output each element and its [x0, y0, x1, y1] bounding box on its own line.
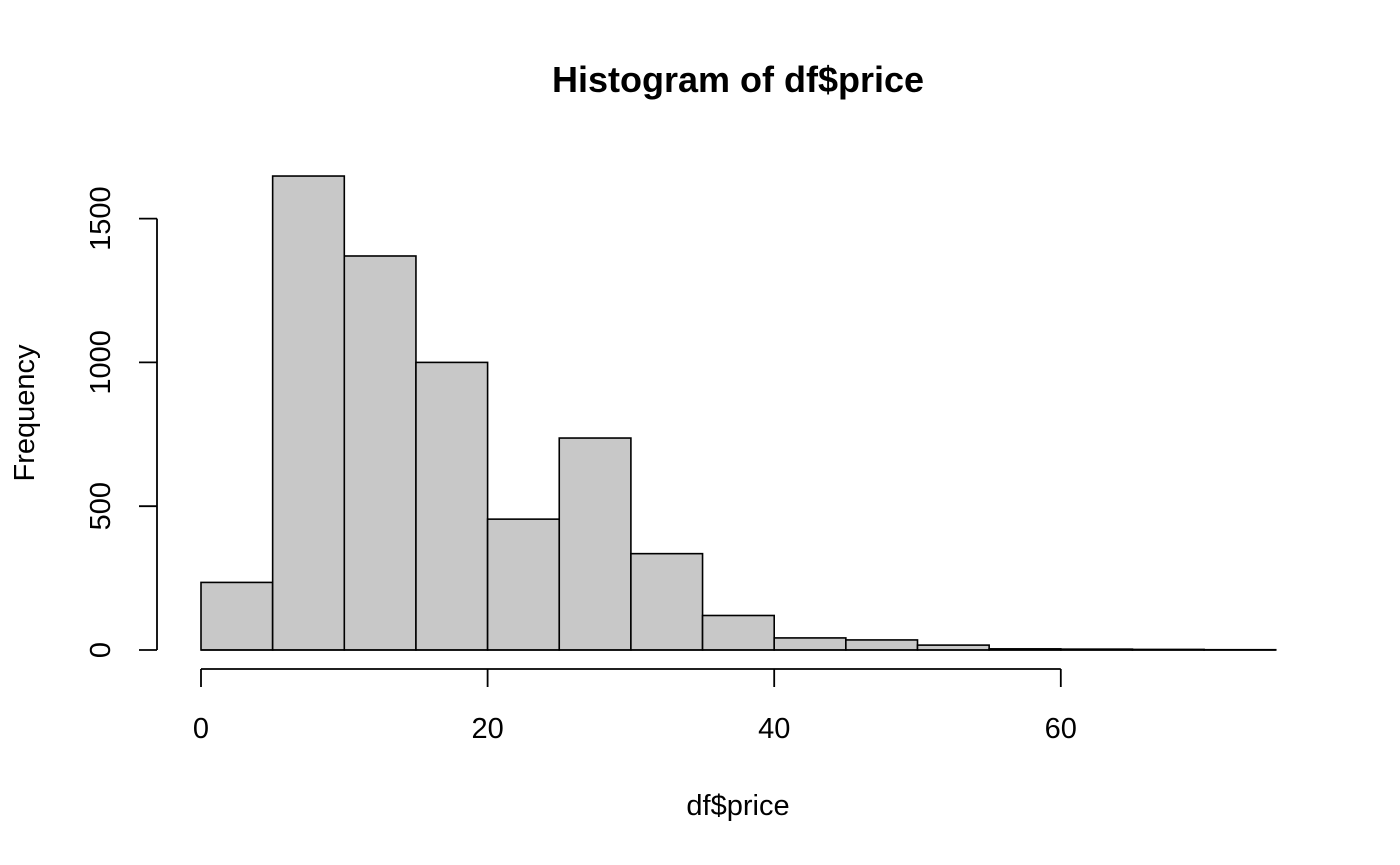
y-axis: 0 500 1000 1500 — [85, 186, 158, 658]
chart-title: Histogram of df$price — [552, 59, 924, 100]
histogram-bar — [200, 581, 274, 651]
y-tick-label: 1000 — [85, 330, 117, 395]
y-tick-label: 500 — [85, 482, 117, 530]
histogram-bar — [415, 361, 489, 651]
x-tick-label: 40 — [758, 713, 790, 745]
y-tick-label: 1500 — [85, 186, 117, 251]
y-tick-label: 0 — [85, 642, 117, 658]
x-tick-label: 60 — [1045, 713, 1077, 745]
histogram-bar — [486, 518, 561, 651]
histogram-bar — [630, 552, 704, 651]
x-axis: 0 20 40 60 — [193, 668, 1077, 745]
x-axis-label: df$price — [686, 790, 789, 822]
x-tick-label: 0 — [193, 713, 209, 745]
histogram-bar — [845, 639, 919, 651]
histogram-bar — [558, 437, 632, 651]
histogram-bar — [343, 255, 417, 651]
y-axis-label: Frequency — [9, 344, 41, 482]
histogram-bar — [773, 637, 847, 651]
histogram-bar — [701, 614, 775, 651]
x-tick-label: 20 — [471, 713, 503, 745]
histogram-bars — [200, 175, 1277, 651]
histogram-bar — [271, 175, 346, 651]
